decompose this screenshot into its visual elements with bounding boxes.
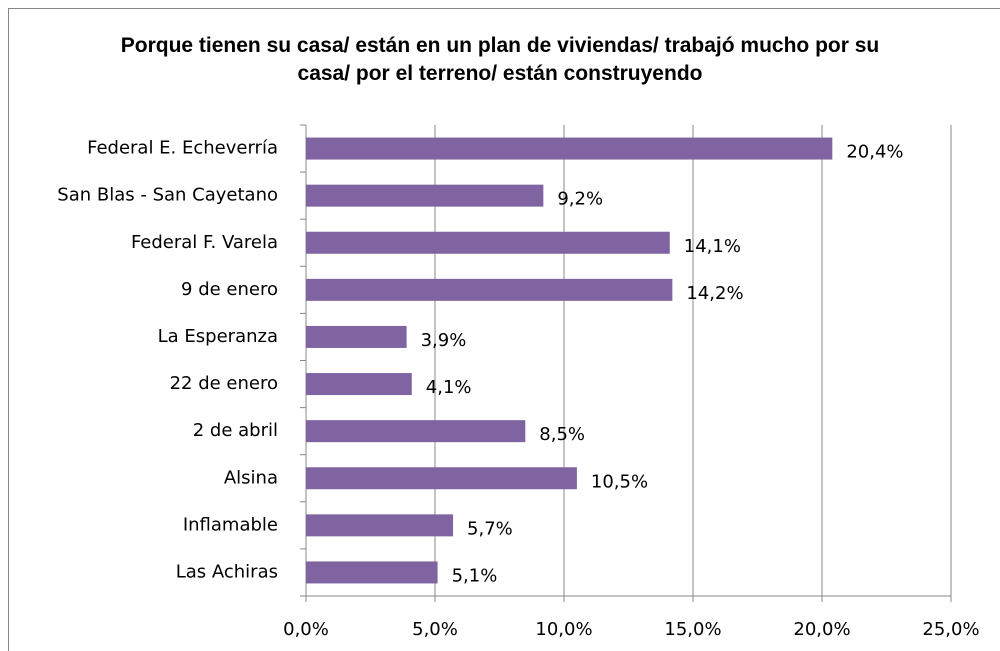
bar bbox=[306, 514, 454, 537]
y-tick-label: Alsina bbox=[224, 467, 278, 488]
value-label: 5,1% bbox=[452, 565, 498, 586]
value-label: 4,1% bbox=[426, 377, 472, 398]
x-tick-label: 15,0% bbox=[664, 619, 721, 640]
x-tick-label: 0,0% bbox=[283, 619, 329, 640]
y-tick-label: Federal E. Echeverría bbox=[87, 138, 278, 159]
chart-border bbox=[8, 8, 1000, 651]
bar bbox=[306, 325, 407, 348]
y-tick-label: Inflamable bbox=[183, 514, 278, 535]
bar bbox=[306, 184, 544, 207]
y-tick-label: La Esperanza bbox=[158, 326, 278, 347]
value-label: 10,5% bbox=[591, 471, 648, 492]
bar bbox=[306, 420, 526, 443]
chart-title: Porque tienen su casa/ están en un plan … bbox=[120, 34, 880, 85]
x-tick-label: 25,0% bbox=[922, 619, 979, 640]
y-tick-label: 9 de enero bbox=[181, 279, 278, 300]
value-label: 3,9% bbox=[421, 330, 467, 351]
y-tick-label: 2 de abril bbox=[193, 420, 278, 441]
bar bbox=[306, 278, 673, 301]
y-tick-label: Federal F. Varela bbox=[131, 232, 278, 253]
value-label: 5,7% bbox=[467, 518, 513, 539]
bar bbox=[306, 561, 438, 584]
value-label: 14,1% bbox=[684, 236, 741, 257]
bar bbox=[306, 467, 577, 490]
y-tick-label: Las Achiras bbox=[176, 561, 278, 582]
value-label: 14,2% bbox=[686, 283, 743, 304]
x-tick-label: 5,0% bbox=[412, 619, 458, 640]
y-tick-label: 22 de enero bbox=[170, 373, 278, 394]
y-tick-label: San Blas - San Cayetano bbox=[57, 185, 278, 206]
bar bbox=[306, 231, 670, 254]
x-tick-label: 20,0% bbox=[793, 619, 850, 640]
value-label: 9,2% bbox=[557, 189, 603, 210]
x-tick-label: 10,0% bbox=[535, 619, 592, 640]
bar bbox=[306, 137, 833, 160]
value-label: 20,4% bbox=[846, 142, 903, 163]
value-label: 8,5% bbox=[539, 424, 585, 445]
bar bbox=[306, 373, 412, 396]
